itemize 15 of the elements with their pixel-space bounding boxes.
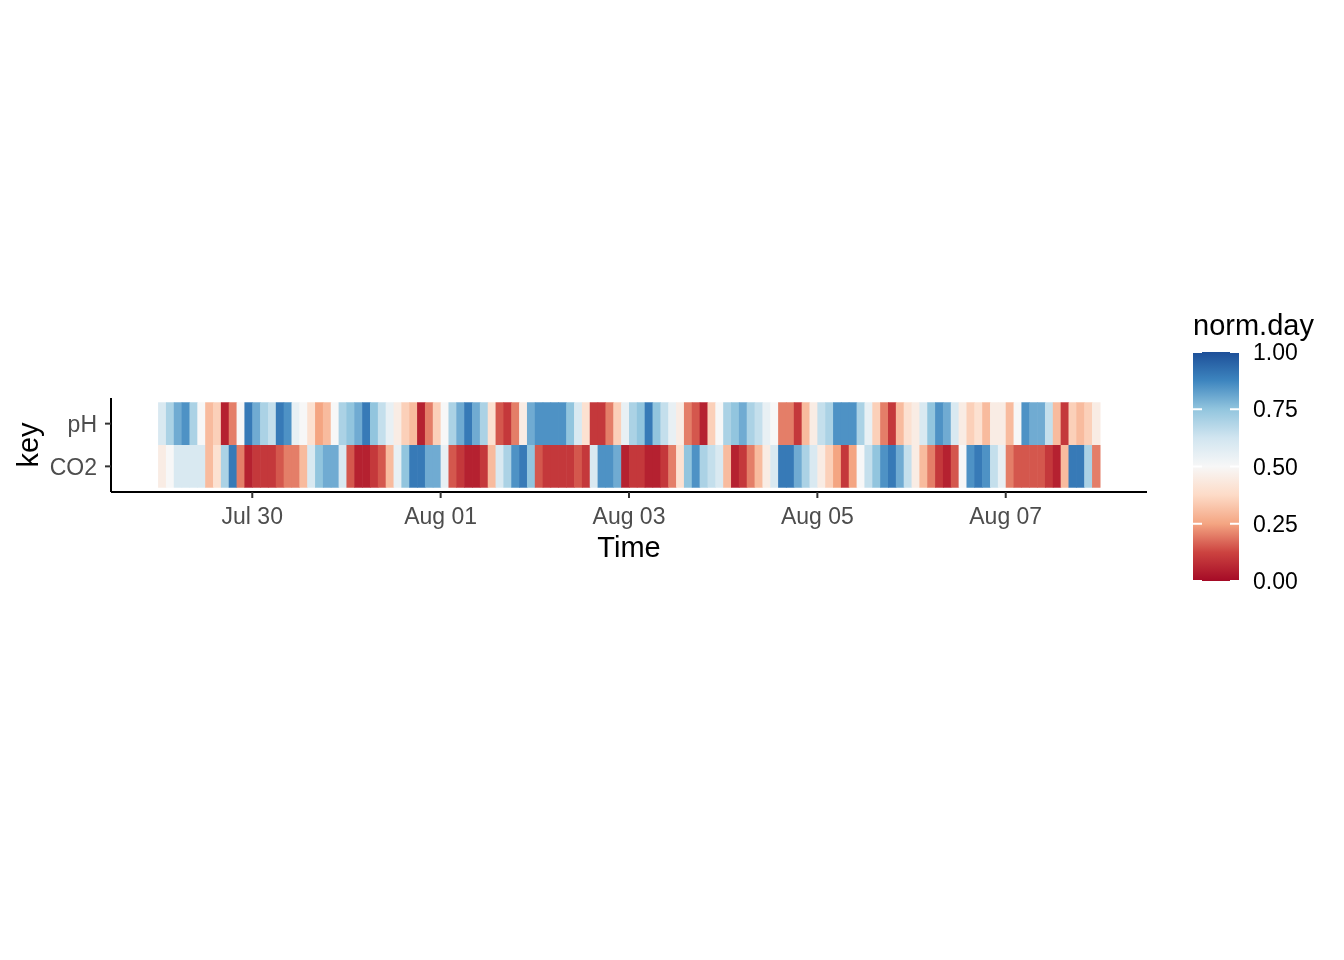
y-tick-label: pH <box>67 410 97 437</box>
x-axis-title: Time <box>597 531 661 563</box>
color-bar-title: norm.day <box>1193 309 1315 341</box>
y-tick-label: CO2 <box>49 453 97 480</box>
x-tick-label: Jul 30 <box>221 503 283 530</box>
x-tick-label: Aug 05 <box>780 503 854 530</box>
x-tick-label: Aug 03 <box>592 503 666 530</box>
color-bar-label: 0.50 <box>1253 453 1298 480</box>
color-bar-label: 0.25 <box>1253 510 1298 537</box>
color-bar-label: 0.75 <box>1253 396 1298 423</box>
color-bar-label: 0.00 <box>1253 568 1298 594</box>
y-axis-title: key <box>12 421 44 468</box>
x-tick-label: Aug 07 <box>969 503 1043 530</box>
color-bar-label: 1.00 <box>1253 339 1298 365</box>
x-tick-label: Aug 01 <box>404 503 478 530</box>
